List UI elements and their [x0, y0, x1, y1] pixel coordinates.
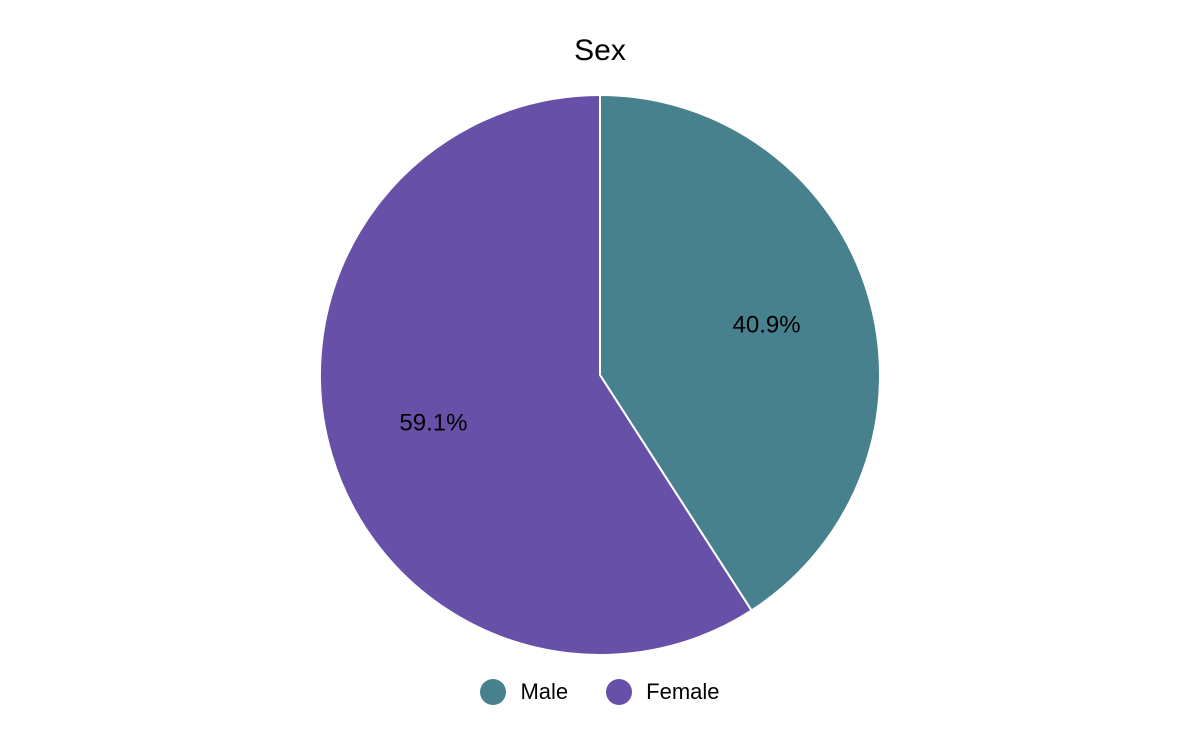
legend-swatch-female — [606, 679, 633, 705]
chart-title: Sex — [574, 34, 626, 67]
legend-swatch-male — [480, 679, 507, 705]
pie-slice-male[interactable] — [599, 93, 881, 612]
pie-slice-female[interactable] — [319, 93, 753, 656]
legend-label-male: Male — [520, 679, 569, 704]
pie-slice-labels: 40.9% 59.1% — [399, 311, 800, 436]
legend: Male Female — [0, 676, 1200, 708]
slice-label-female: 59.1% — [399, 409, 467, 436]
legend-item-male[interactable]: Male — [480, 676, 568, 708]
legend-label-female: Female — [646, 679, 720, 704]
legend-item-female[interactable]: Female — [606, 676, 720, 708]
slice-label-male: 40.9% — [733, 311, 801, 338]
pie-slices — [319, 93, 881, 656]
